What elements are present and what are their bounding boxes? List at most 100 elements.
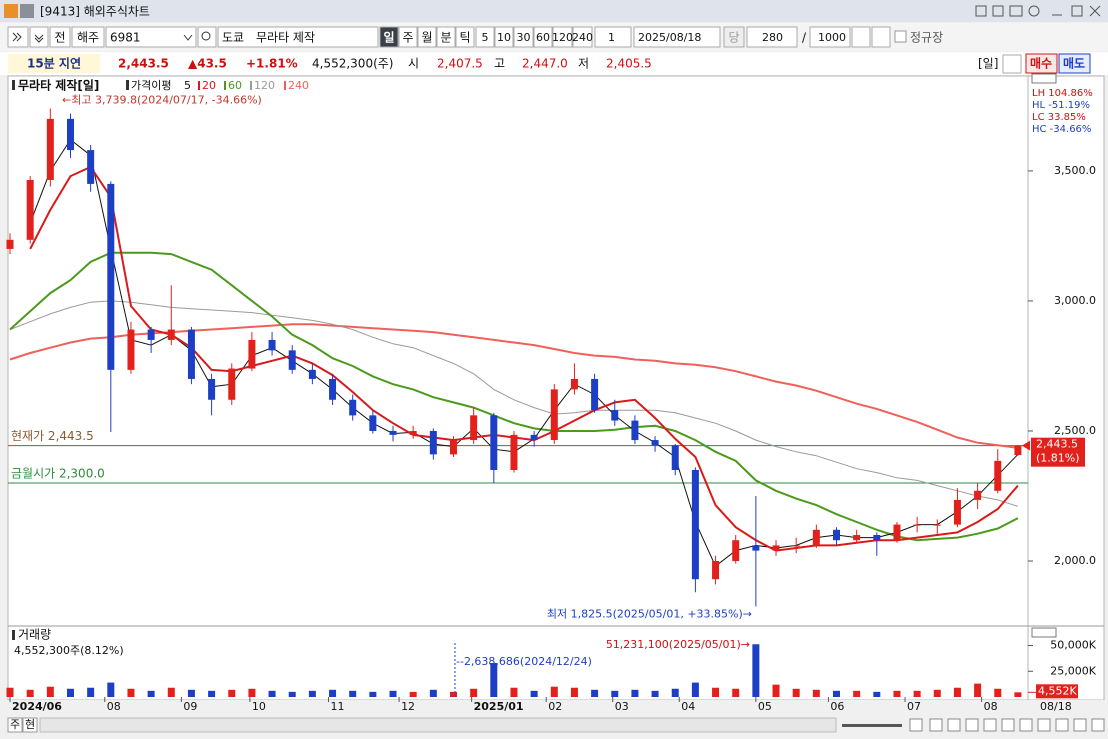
interval-label[interactable]: 30 <box>517 31 531 44</box>
footer-icon[interactable] <box>929 718 943 732</box>
interval-button[interactable] <box>552 26 573 48</box>
period-label[interactable]: 분 <box>440 31 451 45</box>
interval-button[interactable] <box>572 26 593 48</box>
volume-bar <box>429 689 437 697</box>
dropdown[interactable] <box>71 26 105 48</box>
footer-button[interactable] <box>7 717 23 733</box>
x-tick-label: 11 <box>331 700 345 713</box>
legend-marker <box>250 81 252 90</box>
candle-body <box>409 430 417 435</box>
volume-bar <box>248 688 256 697</box>
zoom-slider[interactable] <box>842 724 902 727</box>
x-tick-label: 08 <box>107 700 121 713</box>
interval-button[interactable] <box>513 26 534 48</box>
volume-bar <box>167 687 175 697</box>
max-input[interactable] <box>809 26 851 48</box>
volume-title: 거래량 <box>18 628 51 642</box>
panel-button[interactable] <box>1031 73 1057 84</box>
settings-button[interactable] <box>1002 54 1022 74</box>
candle-body <box>349 399 357 416</box>
checkbox[interactable] <box>894 30 907 43</box>
period-button[interactable] <box>455 26 475 48</box>
period-button[interactable] <box>436 26 456 48</box>
count-input[interactable] <box>746 26 798 48</box>
footer-icon[interactable] <box>965 718 979 732</box>
zoom-button[interactable] <box>851 26 871 48</box>
name-field[interactable] <box>217 26 379 48</box>
footer-icon[interactable] <box>947 718 961 732</box>
current-button[interactable]: 현 <box>25 718 35 731</box>
interval-label[interactable]: 10 <box>497 31 511 44</box>
y-tick-label: 2,000.0 <box>1054 554 1096 567</box>
candle-body <box>974 490 982 500</box>
volume-bar <box>6 687 14 697</box>
settings-button[interactable] <box>871 26 891 48</box>
volume-bar <box>913 690 921 697</box>
interval-button[interactable] <box>533 26 553 48</box>
interval-label[interactable]: 120 <box>552 31 573 44</box>
period-label[interactable]: 월 <box>421 31 432 45</box>
candle-body <box>228 368 236 400</box>
buy[interactable]: 매수 <box>1030 56 1052 71</box>
x-tick-label: 10 <box>252 700 266 713</box>
period-label[interactable]: 주 <box>402 31 413 45</box>
legend-entry: 20 <box>202 79 216 92</box>
panel-button[interactable] <box>1031 627 1057 638</box>
window-controls[interactable] <box>975 5 1101 17</box>
interval-button[interactable] <box>494 26 514 48</box>
help-icon[interactable] <box>20 4 34 18</box>
scrollbar[interactable] <box>39 717 837 733</box>
nav-icon <box>12 32 44 43</box>
interval-label[interactable]: 60 <box>536 31 550 44</box>
footer-icon[interactable] <box>1091 718 1105 732</box>
unit-input[interactable] <box>594 26 632 48</box>
footer-icon[interactable] <box>1001 718 1015 732</box>
interval-button[interactable] <box>475 26 495 48</box>
nav-button[interactable] <box>29 26 49 48</box>
today-button[interactable] <box>723 26 745 48</box>
chart-area <box>7 75 1029 701</box>
rate: +1.81% <box>246 57 298 71</box>
footer-icon[interactable] <box>1037 718 1051 732</box>
interval-label[interactable]: 240 <box>572 31 593 44</box>
volume-bar <box>712 687 720 697</box>
candle-body <box>792 545 800 547</box>
volume-bar <box>953 687 961 697</box>
stat: HL -51.19% <box>1032 100 1090 111</box>
period-button[interactable] <box>398 26 418 48</box>
footer-button[interactable] <box>22 717 38 733</box>
period-button[interactable] <box>379 26 399 48</box>
sell-button[interactable] <box>1058 53 1091 74</box>
footer-icon[interactable] <box>1055 718 1069 732</box>
x-tick-label: 05 <box>758 700 772 713</box>
period-label[interactable]: 틱 <box>459 31 470 45</box>
ma-line <box>9 323 1019 449</box>
period-label[interactable]: 일 <box>383 31 394 45</box>
sell[interactable]: 매도 <box>1063 56 1085 71</box>
interval-label[interactable]: 5 <box>482 31 489 44</box>
legend-marker <box>12 80 15 90</box>
footer-icon[interactable] <box>1019 718 1033 732</box>
search-button[interactable] <box>197 26 217 48</box>
buy-button[interactable] <box>1025 53 1058 74</box>
code-input[interactable] <box>105 26 197 48</box>
prev-button[interactable]: 전 <box>54 31 65 45</box>
volume-bar <box>228 689 236 697</box>
volume-subtitle: 4,552,300주(8.12%) <box>14 644 124 657</box>
volume-bar <box>651 690 659 697</box>
candle-body <box>832 529 840 541</box>
footer-icon[interactable] <box>983 718 997 732</box>
candle-body <box>268 339 276 351</box>
footer-icon[interactable] <box>909 718 923 732</box>
volume-bar <box>873 691 881 697</box>
candle-body <box>712 561 720 580</box>
date-input[interactable] <box>633 26 721 48</box>
nav-button[interactable] <box>7 26 29 48</box>
footer-icon[interactable] <box>1073 718 1087 732</box>
button[interactable] <box>49 26 71 48</box>
week-button[interactable]: 주 <box>10 718 20 731</box>
candle-body <box>691 469 699 580</box>
unit: 1 <box>608 31 615 44</box>
period-button[interactable] <box>417 26 437 48</box>
